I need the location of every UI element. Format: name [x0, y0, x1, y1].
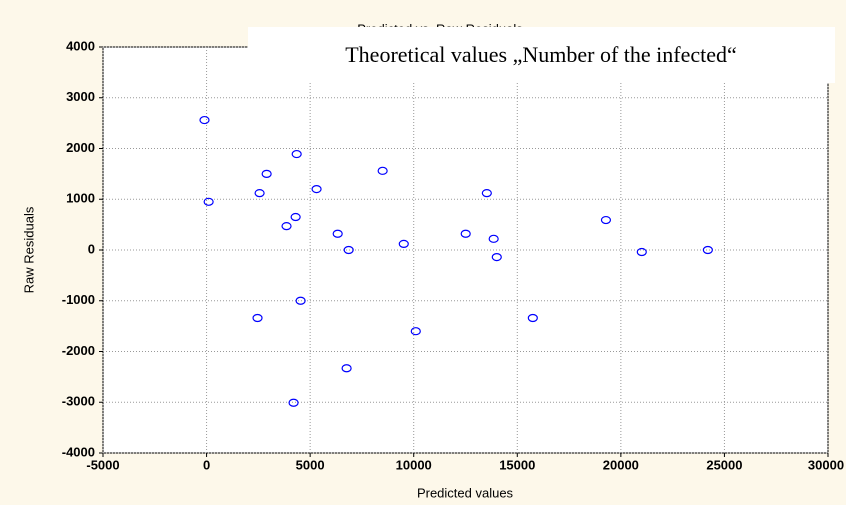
point [410, 327, 421, 336]
x-axis-label: Predicted values [417, 485, 514, 500]
point [290, 212, 301, 222]
point [261, 169, 272, 178]
x-tick-label: 20000 [603, 457, 639, 472]
point [460, 229, 471, 238]
annotation-box [248, 27, 835, 83]
x-tick-label: 30000 [808, 457, 844, 472]
x-tick-label: -5000 [86, 457, 119, 472]
point [295, 296, 306, 305]
y-axis-label: Raw Residuals [21, 206, 36, 293]
x-tick-label: 25000 [706, 457, 742, 472]
y-tick-label: -3000 [62, 394, 95, 409]
point [527, 313, 538, 323]
point [488, 234, 499, 243]
point [203, 197, 214, 206]
x-tick-label: 15000 [499, 457, 535, 472]
point [311, 185, 322, 194]
y-tick-label: 3000 [66, 89, 95, 104]
point [600, 215, 612, 225]
point [332, 229, 343, 238]
point [281, 222, 292, 231]
y-tick-label: 0 [88, 241, 95, 256]
y-tick-label: 4000 [66, 38, 95, 53]
x-tick-label: 0 [203, 457, 210, 472]
marks: -4000 -3000 -2000 -1000 0 1000 2000 3000 4000 -50… [62, 38, 844, 472]
point [254, 189, 265, 198]
y-tick-label: -1000 [62, 292, 95, 307]
point [398, 239, 409, 249]
annotation: Theoretical values „Number of the infect… [345, 42, 737, 67]
y-tick-label: -2000 [62, 343, 95, 358]
y-tick-label: -4000 [62, 444, 95, 459]
point [491, 253, 502, 262]
point [341, 364, 352, 373]
point [702, 245, 713, 255]
y-tick-label: 1000 [66, 191, 95, 206]
y-tick-label: 2000 [66, 140, 95, 155]
point [636, 247, 647, 257]
point [377, 166, 388, 175]
x-tick-label: 10000 [396, 457, 432, 472]
point [343, 245, 354, 255]
point [291, 149, 302, 159]
point [199, 115, 210, 125]
point [288, 398, 299, 407]
point [481, 189, 492, 198]
x-tick-label: 5000 [296, 457, 325, 472]
point [252, 313, 263, 323]
